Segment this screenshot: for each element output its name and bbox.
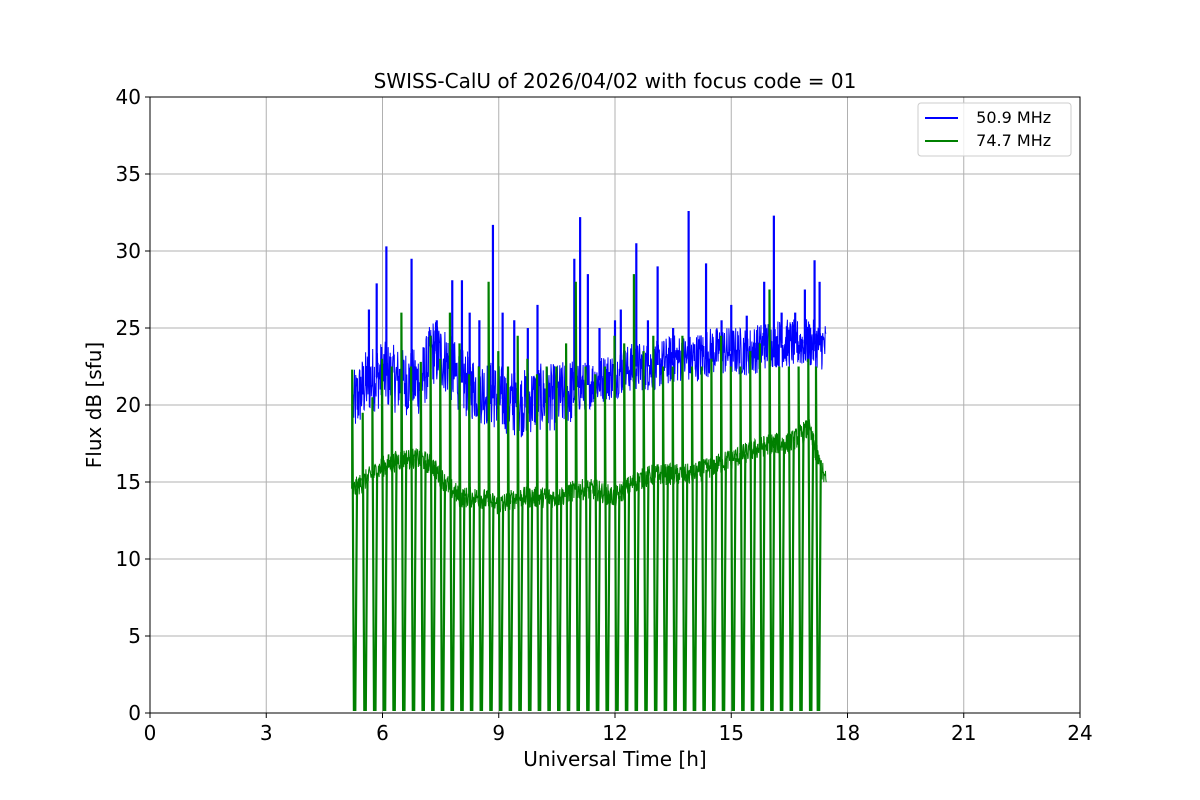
- y-axis-label: Flux dB [sfu]: [82, 342, 106, 468]
- x-tick-label: 21: [951, 721, 976, 745]
- calibration-spike-74-7-mhz: [351, 369, 359, 711]
- y-tick-label: 10: [116, 547, 141, 571]
- calibration-spike-74-7-mhz: [535, 374, 543, 711]
- calibration-spike-74-7-mhz: [729, 366, 737, 711]
- calibration-spike-74-7-mhz: [623, 343, 631, 711]
- calibration-spike-74-7-mhz: [439, 358, 447, 711]
- series-74-7-mhz-line: [352, 419, 827, 515]
- calibration-spike-74-7-mhz: [380, 358, 388, 711]
- calibration-spike-74-7-mhz: [710, 358, 718, 711]
- calibration-spike-74-7-mhz: [419, 361, 427, 711]
- calibration-spike-74-7-mhz: [603, 366, 611, 711]
- calibration-spike-74-7-mhz: [768, 289, 776, 711]
- calibration-spike-74-7-mhz: [778, 366, 786, 711]
- y-ticks: 0 5 10 15 20 25 30 35 40: [116, 85, 150, 725]
- legend: 50.9 MHz 74.7 MHz: [917, 102, 1072, 157]
- calibration-spike-74-7-mhz: [487, 281, 495, 711]
- calibration-spike-74-7-mhz: [652, 335, 660, 711]
- calibration-spike-74-7-mhz: [468, 374, 476, 711]
- calibration-spike-74-7-mhz: [410, 366, 417, 711]
- legend-label-50-9: 50.9 MHz: [966, 108, 1051, 127]
- calibration-spike-74-7-mhz: [739, 366, 747, 711]
- y-tick-label: 5: [128, 624, 141, 648]
- x-tick-label: 3: [260, 721, 273, 745]
- calibration-spike-74-7-mhz: [671, 366, 679, 711]
- calibration-spike-74-7-mhz: [545, 366, 553, 711]
- x-tick-label: 9: [492, 721, 505, 745]
- calibration-spike-74-7-mhz: [497, 351, 505, 711]
- x-tick-label: 24: [1067, 721, 1092, 745]
- calibration-spike-74-7-mhz: [758, 343, 766, 711]
- x-tick-label: 15: [719, 721, 744, 745]
- chart-title: SWISS-CalU of 2026/04/02 with focus code…: [374, 69, 857, 93]
- calibration-spike-74-7-mhz: [584, 366, 592, 711]
- y-tick-label: 30: [116, 239, 141, 263]
- legend-frame: [917, 102, 1072, 157]
- y-tick-label: 0: [128, 701, 141, 725]
- calibration-spike-74-7-mhz: [797, 366, 805, 711]
- calibration-spike-74-7-mhz: [574, 281, 582, 711]
- calibration-spike-74-7-mhz: [814, 366, 822, 711]
- y-tick-label: 20: [116, 393, 141, 417]
- calibration-spike-74-7-mhz: [661, 366, 669, 711]
- calibration-spike-74-7-mhz: [458, 343, 466, 711]
- calibration-spike-74-7-mhz: [720, 335, 727, 711]
- calibration-spike-74-7-mhz: [400, 312, 408, 711]
- calibration-spike-74-7-mhz: [371, 397, 379, 711]
- y-tick-label: 35: [116, 162, 141, 186]
- y-tick-label: 15: [116, 470, 141, 494]
- calibration-spike-74-7-mhz: [613, 335, 621, 711]
- calibration-spike-74-7-mhz: [594, 374, 602, 711]
- calibration-spike-74-7-mhz: [642, 351, 650, 711]
- series-layer: [351, 210, 827, 711]
- y-tick-label: 40: [116, 85, 141, 109]
- x-tick-label: 18: [835, 721, 860, 745]
- calibration-spike-74-7-mhz: [565, 343, 572, 711]
- x-tick-label: 0: [144, 721, 157, 745]
- x-tick-label: 6: [376, 721, 389, 745]
- x-axis-label: Universal Time [h]: [523, 747, 706, 771]
- calibration-spike-74-7-mhz: [506, 366, 514, 711]
- legend-label-74-7: 74.7 MHz: [966, 131, 1051, 150]
- calibration-spike-74-7-mhz: [429, 335, 437, 711]
- calibration-spike-74-7-mhz: [632, 274, 640, 711]
- calibration-spike-74-7-mhz: [787, 366, 795, 711]
- calibration-spike-74-7-mhz: [361, 412, 369, 711]
- calibration-spike-74-7-mhz: [749, 351, 757, 711]
- y-tick-label: 25: [116, 316, 141, 340]
- calibration-spike-74-7-mhz: [526, 358, 534, 711]
- calibration-spike-74-7-mhz: [448, 312, 456, 711]
- calibration-spike-74-7-mhz: [477, 366, 485, 711]
- x-ticks: 0 3 6 9 12 15 18 21 24: [144, 713, 1093, 745]
- calibration-spike-74-7-mhz: [516, 335, 524, 711]
- calibration-spike-74-7-mhz: [681, 335, 689, 711]
- x-tick-label: 12: [602, 721, 627, 745]
- calibration-spike-74-7-mhz: [700, 366, 708, 711]
- calibration-spike-74-7-mhz: [807, 358, 815, 711]
- calibration-spike-74-7-mhz: [555, 366, 563, 711]
- calibration-spike-74-7-mhz: [690, 366, 698, 711]
- calibration-spike-74-7-mhz: [390, 366, 398, 711]
